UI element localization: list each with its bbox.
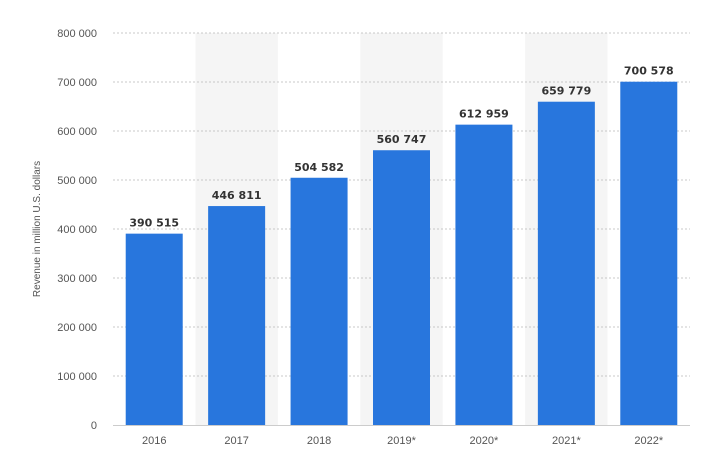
y-axis-label: Revenue in million U.S. dollars: [32, 161, 43, 297]
bar: [373, 150, 430, 426]
x-tick-label: 2022*: [634, 435, 663, 447]
bar-value-label: 446 811: [212, 189, 262, 202]
bar-value-label: 504 582: [294, 161, 344, 174]
x-tick-label: 2016: [142, 435, 166, 447]
bar-value-label: 560 747: [377, 133, 427, 146]
y-tick-label: 200 000: [57, 322, 97, 334]
x-tick-label: 2019*: [387, 435, 416, 447]
bar: [455, 124, 513, 426]
x-tick-label: 2020*: [470, 435, 499, 447]
y-tick-label: 500 000: [57, 175, 97, 187]
y-tick-label: 600 000: [57, 126, 97, 138]
x-tick-label: 2018: [307, 435, 331, 447]
x-tick-label: 2017: [224, 435, 248, 447]
bar-value-label: 700 578: [624, 65, 674, 78]
bar-value-label: 659 779: [541, 85, 591, 98]
bars: [125, 81, 678, 426]
y-tick-label: 300 000: [57, 273, 97, 285]
y-tick-label: 400 000: [57, 224, 97, 236]
bar: [208, 206, 266, 425]
y-tick-label: 0: [91, 420, 97, 432]
x-axis-ticks: 2016 2017 2018 2019* 2020* 2021* 2022*: [142, 435, 664, 447]
x-tick-label: 2021*: [552, 435, 581, 447]
bar: [537, 101, 595, 426]
data-labels: 390 515 446 811 504 582 560 747 612 959 659 7…: [129, 65, 673, 230]
bar: [290, 177, 348, 425]
y-tick-label: 700 000: [57, 77, 97, 89]
bar-value-label: 390 515: [129, 217, 179, 230]
y-tick-label: 100 000: [57, 371, 97, 383]
y-axis-ticks: 0 100 000 200 000 300 000 400 000 500 000 600 …: [57, 28, 97, 432]
bar-value-label: 612 959: [459, 108, 509, 121]
bar: [620, 81, 678, 425]
bar: [125, 233, 183, 425]
y-tick-label: 800 000: [57, 28, 97, 40]
